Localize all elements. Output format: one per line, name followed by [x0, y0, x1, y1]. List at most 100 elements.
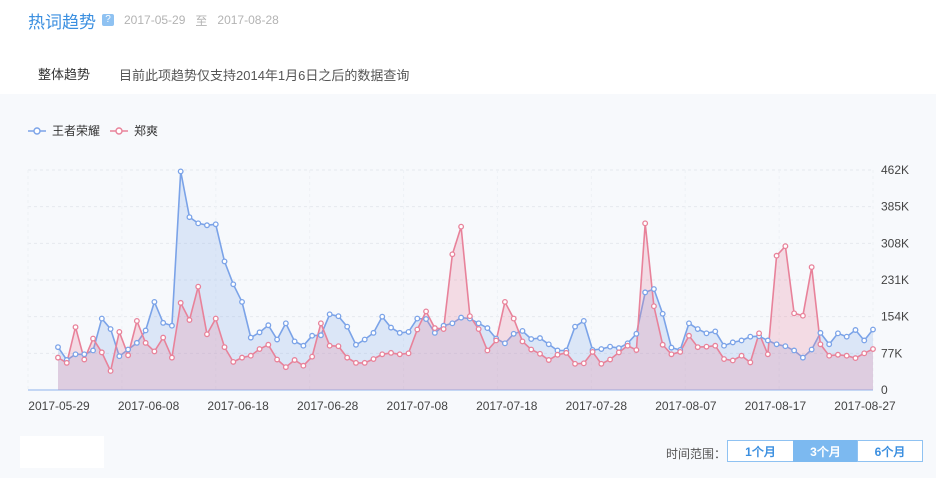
data-point[interactable]: [572, 360, 578, 367]
data-point[interactable]: [282, 364, 289, 371]
data-point[interactable]: [545, 341, 552, 348]
data-point[interactable]: [466, 313, 473, 320]
data-point[interactable]: [388, 349, 394, 356]
data-point[interactable]: [379, 351, 386, 358]
data-point[interactable]: [659, 310, 666, 317]
data-point[interactable]: [572, 323, 578, 330]
data-point[interactable]: [309, 332, 316, 339]
data-point[interactable]: [151, 298, 158, 305]
data-point[interactable]: [309, 353, 316, 360]
data-point[interactable]: [186, 317, 193, 323]
data-point[interactable]: [493, 337, 500, 344]
legend-marker[interactable]: [33, 127, 41, 135]
data-point[interactable]: [826, 341, 833, 348]
data-point[interactable]: [607, 356, 614, 363]
data-point[interactable]: [274, 336, 281, 343]
data-point[interactable]: [747, 359, 754, 366]
data-point[interactable]: [370, 356, 377, 362]
legend-label[interactable]: 郑爽: [134, 123, 158, 138]
data-point[interactable]: [799, 354, 806, 361]
data-point[interactable]: [186, 214, 193, 221]
data-point[interactable]: [729, 357, 736, 364]
data-point[interactable]: [554, 351, 561, 358]
data-point[interactable]: [843, 333, 850, 340]
data-point[interactable]: [414, 315, 421, 322]
data-point[interactable]: [642, 289, 649, 296]
data-point[interactable]: [239, 298, 245, 305]
data-point[interactable]: [703, 343, 710, 350]
data-point[interactable]: [624, 342, 631, 349]
data-point[interactable]: [712, 342, 719, 349]
data-point[interactable]: [247, 334, 254, 341]
data-point[interactable]: [633, 347, 640, 353]
data-point[interactable]: [81, 351, 88, 358]
data-point[interactable]: [326, 342, 333, 349]
data-point[interactable]: [151, 348, 158, 355]
data-point[interactable]: [230, 281, 237, 288]
data-point[interactable]: [396, 351, 403, 358]
data-point[interactable]: [98, 349, 105, 356]
data-point[interactable]: [537, 335, 543, 342]
data-point[interactable]: [773, 252, 780, 259]
data-point[interactable]: [440, 326, 447, 332]
data-point[interactable]: [747, 333, 754, 340]
data-point[interactable]: [405, 328, 412, 335]
data-point[interactable]: [195, 283, 202, 290]
data-point[interactable]: [650, 286, 657, 292]
data-point[interactable]: [274, 356, 281, 363]
data-point[interactable]: [475, 326, 482, 332]
data-point[interactable]: [370, 329, 377, 336]
data-point[interactable]: [90, 335, 97, 342]
data-point[interactable]: [335, 313, 342, 320]
data-point[interactable]: [528, 346, 535, 353]
data-point[interactable]: [799, 312, 806, 319]
data-point[interactable]: [668, 351, 675, 358]
data-point[interactable]: [335, 343, 342, 350]
data-point[interactable]: [834, 330, 841, 337]
data-point[interactable]: [405, 350, 412, 357]
data-point[interactable]: [729, 339, 736, 346]
data-point[interactable]: [659, 341, 666, 348]
data-point[interactable]: [247, 352, 254, 359]
data-point[interactable]: [475, 320, 482, 327]
data-point[interactable]: [817, 329, 824, 336]
data-point[interactable]: [668, 344, 675, 351]
data-point[interactable]: [458, 223, 465, 230]
data-point[interactable]: [353, 359, 359, 366]
range-3-months-button[interactable]: 3个月: [793, 440, 858, 462]
data-point[interactable]: [239, 354, 245, 361]
data-point[interactable]: [344, 323, 351, 330]
data-point[interactable]: [133, 339, 140, 346]
data-point[interactable]: [528, 336, 535, 342]
data-point[interactable]: [519, 328, 526, 334]
data-point[interactable]: [160, 319, 167, 326]
data-point[interactable]: [861, 337, 868, 344]
data-point[interactable]: [519, 338, 526, 345]
range-1-month-button[interactable]: 1个月: [727, 440, 794, 462]
data-point[interactable]: [817, 341, 824, 348]
data-point[interactable]: [265, 341, 272, 348]
data-point[interactable]: [204, 222, 210, 229]
data-point[interactable]: [501, 298, 508, 305]
data-point[interactable]: [414, 326, 421, 333]
data-point[interactable]: [607, 343, 614, 350]
data-point[interactable]: [168, 354, 175, 361]
data-point[interactable]: [361, 359, 368, 366]
data-point[interactable]: [431, 325, 438, 332]
data-point[interactable]: [782, 243, 789, 250]
data-point[interactable]: [650, 303, 657, 310]
data-point[interactable]: [282, 320, 289, 327]
data-point[interactable]: [458, 314, 465, 321]
data-point[interactable]: [423, 316, 430, 322]
data-point[interactable]: [90, 347, 97, 354]
data-point[interactable]: [764, 351, 771, 358]
data-point[interactable]: [107, 326, 114, 332]
data-point[interactable]: [501, 340, 508, 347]
data-point[interactable]: [317, 332, 324, 339]
data-point[interactable]: [291, 338, 298, 345]
data-point[interactable]: [686, 320, 692, 327]
end-date[interactable]: 2017-08-28: [217, 13, 279, 27]
data-point[interactable]: [677, 348, 684, 355]
data-point[interactable]: [589, 348, 596, 355]
data-point[interactable]: [826, 352, 833, 359]
